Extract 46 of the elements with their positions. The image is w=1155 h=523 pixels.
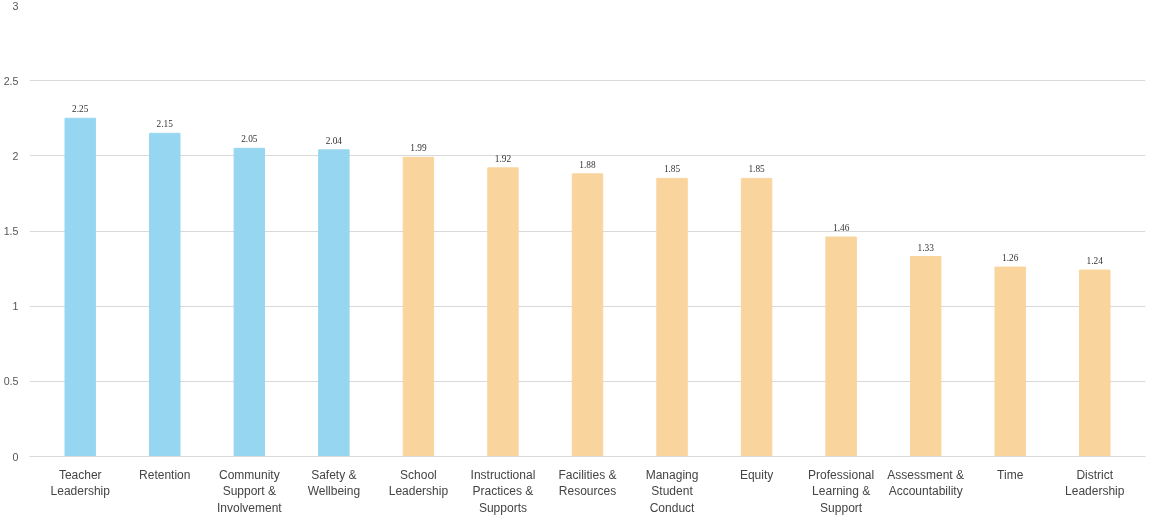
bar: [825, 236, 857, 457]
bar: [1079, 269, 1111, 457]
data-label: 1.33: [917, 242, 935, 253]
x-tick-label: Assessment & Accountability: [887, 467, 965, 499]
x-tick-label: School Leadership: [388, 467, 449, 499]
x-tick-label: Time: [997, 467, 1024, 482]
data-label: 2.04: [325, 135, 343, 146]
data-label: 1.85: [748, 164, 766, 175]
bar: [487, 167, 519, 457]
y-tick-label: 0: [12, 450, 19, 463]
bar: [402, 156, 435, 457]
x-tick-label: Safety & Wellbeing: [307, 467, 361, 499]
x-tick-label: Instructional Practices & Supports: [470, 467, 536, 516]
y-tick-label: 0.5: [3, 375, 19, 388]
data-label: 1.24: [1086, 256, 1104, 267]
x-tick-label: District Leadership: [1065, 467, 1125, 499]
data-label: 2.15: [156, 119, 174, 130]
data-label: 1.88: [579, 159, 596, 170]
data-label: 2.25: [72, 104, 89, 115]
y-tick-label: 1: [12, 300, 19, 313]
bar: [233, 147, 266, 457]
y-tick-label: 3: [12, 0, 19, 12]
bar: [64, 117, 96, 457]
bar: [571, 173, 604, 457]
data-label: 1.92: [494, 153, 512, 164]
data-label: 1.85: [663, 164, 681, 175]
x-tick-label: Professional Learning & Support: [808, 467, 875, 516]
x-tick-label: Retention: [139, 467, 191, 482]
data-label: 2.05: [241, 134, 258, 145]
y-tick-label: 1.5: [3, 225, 19, 237]
x-tick-label: Equity: [739, 467, 774, 482]
bar: [656, 177, 688, 457]
data-label: 1.99: [410, 143, 427, 154]
bar: [994, 266, 1026, 457]
y-tick-label: 2.5: [3, 74, 19, 87]
data-label: 1.26: [1002, 253, 1019, 264]
bar: [318, 149, 350, 457]
x-tick-label: Managing Student Conduct: [645, 467, 699, 516]
data-label: 1.46: [832, 223, 850, 234]
y-tick-label: 2: [12, 149, 19, 162]
x-tick-label: Community Support & Involvement: [216, 467, 283, 516]
bar: [909, 256, 942, 457]
bar: [740, 177, 773, 457]
x-tick-label: Teacher Leadership: [50, 467, 111, 499]
bar: [149, 132, 181, 457]
x-tick-label: Facilities & Resources: [558, 467, 617, 499]
